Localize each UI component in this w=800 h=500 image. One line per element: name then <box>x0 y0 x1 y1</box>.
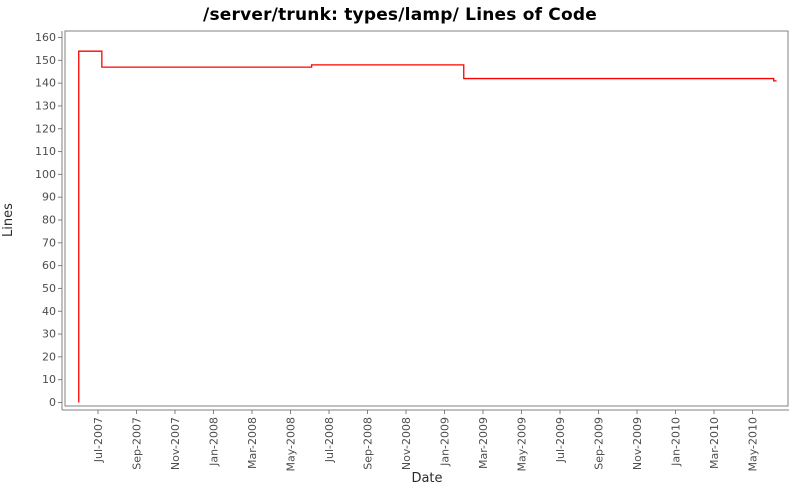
y-tick-label: 50 <box>42 282 56 295</box>
y-tick-label: 10 <box>42 373 56 386</box>
x-tick-label: Jul-2009 <box>554 417 567 463</box>
y-tick-label: 160 <box>35 31 56 44</box>
y-tick-label: 30 <box>42 328 56 341</box>
y-tick-label: 0 <box>49 396 56 409</box>
x-axis-title: Date <box>411 471 443 486</box>
y-tick-label: 110 <box>35 145 56 158</box>
y-tick-label: 40 <box>42 305 56 318</box>
x-tick-label: Jan-2009 <box>439 417 452 467</box>
y-tick-label: 90 <box>42 191 56 204</box>
x-tick-label: May-2010 <box>747 417 760 472</box>
x-tick-label: Jan-2008 <box>208 417 221 467</box>
x-tick-label: Jul-2007 <box>92 417 105 463</box>
x-tick-label: Nov-2009 <box>631 417 644 470</box>
y-tick-label: 60 <box>42 259 56 272</box>
x-tick-label: Jul-2008 <box>323 417 336 463</box>
x-tick-label: Sep-2009 <box>593 417 606 470</box>
y-tick-label: 130 <box>35 99 56 112</box>
y-tick-label: 100 <box>35 168 56 181</box>
x-tick-label: May-2009 <box>516 417 529 472</box>
x-tick-label: Nov-2007 <box>169 417 182 470</box>
series-line <box>78 50 777 403</box>
x-tick-label: May-2008 <box>285 417 298 472</box>
x-tick-label: Mar-2009 <box>477 417 490 469</box>
y-tick-label: 80 <box>42 214 56 227</box>
chart-title: /server/trunk: types/lamp/ Lines of Code <box>203 5 597 25</box>
y-tick-label: 140 <box>35 77 56 90</box>
x-tick-label: Jan-2010 <box>670 417 683 467</box>
x-tick-label: Sep-2008 <box>362 417 375 470</box>
y-tick-label: 70 <box>42 236 56 249</box>
y-tick-label: 120 <box>35 122 56 135</box>
y-tick-label: 150 <box>35 54 56 67</box>
x-tick-label: Nov-2008 <box>400 417 413 470</box>
axis-lines <box>61 31 789 411</box>
y-tick-label: 20 <box>42 350 56 363</box>
x-tick-label: Sep-2007 <box>131 417 144 470</box>
x-tick-label: Mar-2010 <box>708 417 721 469</box>
x-tick-label: Mar-2008 <box>246 417 259 469</box>
plot-frame <box>64 30 789 407</box>
